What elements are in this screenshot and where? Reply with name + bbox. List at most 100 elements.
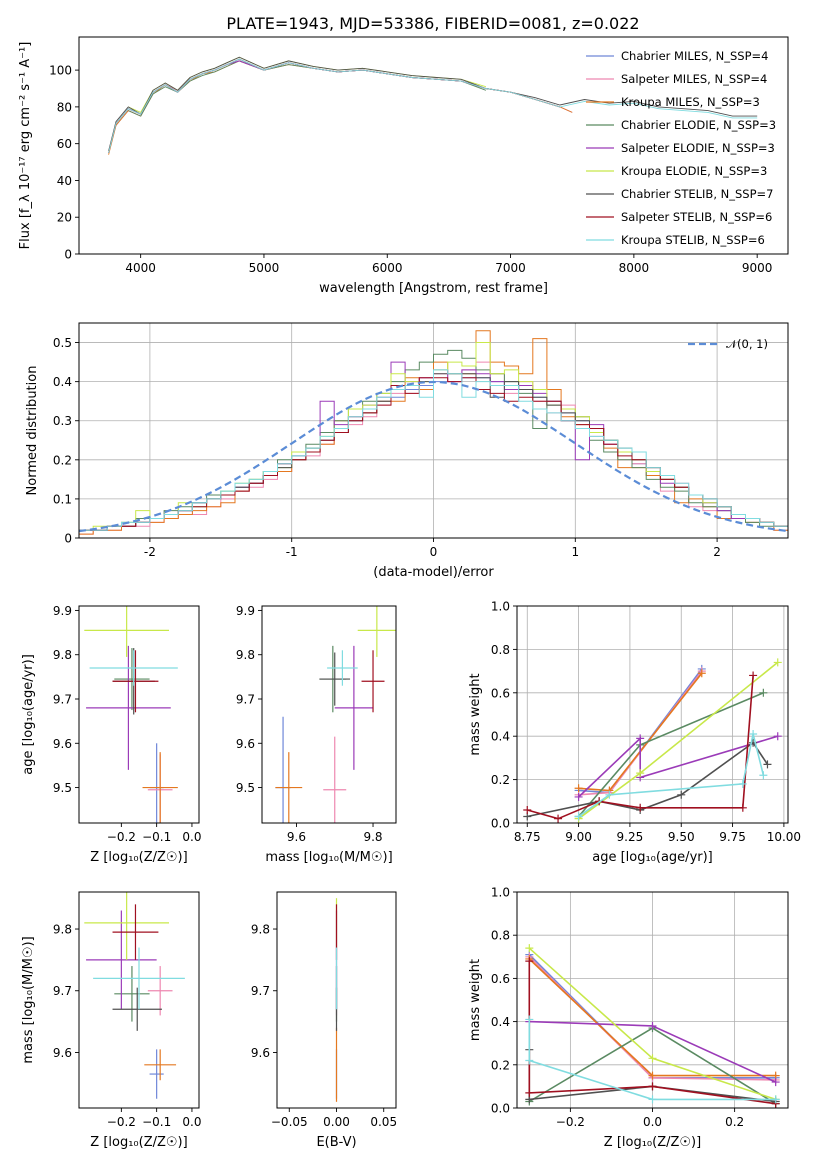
y-tick: 60 <box>57 137 79 151</box>
x-tick: 4000 <box>125 254 156 275</box>
weight-marker <box>771 1078 780 1087</box>
plot-area <box>84 892 185 1099</box>
y-tick: 20 <box>57 211 79 225</box>
x-tick-label: 0.2 <box>725 1115 744 1129</box>
x-tick-label: 1 <box>571 545 579 559</box>
y-tick: 0.2 <box>53 453 79 467</box>
x-tick: −0.2 <box>107 823 136 844</box>
legend-entry: Salpeter MILES, N_SSP=4 <box>621 72 767 86</box>
errorbar-chabrier_stelib <box>112 987 162 1031</box>
x-tick-label: 10.00 <box>767 830 801 844</box>
y-tick: 9.8 <box>236 648 262 662</box>
errorbar-chabrier_miles <box>149 1049 164 1099</box>
x-axis-label: wavelength [Angstrom, rest frame] <box>319 281 548 296</box>
series-line-kroupa_stelib <box>108 58 758 154</box>
weight-marker <box>648 1082 657 1091</box>
panel-mass_vs_Z: −0.2 −0.1 0.0 9.6 9.7 9.8 Z [log₁₀(Z/Z☉)] mass … <box>21 891 201 1150</box>
y-tick-label: 0.8 <box>491 929 510 943</box>
weight-marker <box>773 658 782 667</box>
x-tick-label: -1 <box>286 545 298 559</box>
x-tick-label: 2 <box>713 545 721 559</box>
legend-entry: Chabrier STELIB, N_SSP=7 <box>621 187 773 201</box>
legend-entry: Salpeter ELODIE, N_SSP=3 <box>621 141 775 155</box>
y-tick-label: 80 <box>57 100 72 114</box>
legend-entry: Chabrier MILES, N_SSP=4 <box>621 49 768 63</box>
y-tick: 0 <box>64 532 79 546</box>
y-tick: 9.5 <box>53 781 79 795</box>
weight-marker <box>648 1021 657 1030</box>
weight-marker <box>523 805 532 814</box>
y-tick-label: 9.7 <box>236 693 255 707</box>
errorbar-kroupa_elodie <box>357 606 396 657</box>
y-tick: 9.6 <box>53 737 79 751</box>
y-tick-label: 9.6 <box>236 737 255 751</box>
y-tick-label: 9.6 <box>251 1046 270 1060</box>
y-tick: 100 <box>49 64 79 78</box>
y-tick: 9.7 <box>53 984 79 998</box>
y-tick-label: 1.0 <box>491 600 510 614</box>
y-tick: 9.7 <box>53 693 79 707</box>
x-tick-label: 0.0 <box>182 1115 201 1129</box>
x-tick: −0.05 <box>271 1108 308 1129</box>
y-tick: 0.1 <box>53 492 79 506</box>
errorbar-salpeter_stelib <box>361 650 385 713</box>
y-tick-label: 100 <box>49 64 72 78</box>
x-tick: 1 <box>571 538 579 559</box>
x-tick: 9.50 <box>668 823 695 844</box>
x-tick: -2 <box>144 538 156 559</box>
x-tick-label: 0.00 <box>323 1115 350 1129</box>
x-tick-label: 9000 <box>742 261 773 275</box>
y-tick-label: 0.0 <box>491 1102 510 1116</box>
x-axis-label: mass [log₁₀(M/M☉)] <box>265 850 392 865</box>
y-tick: 0 <box>64 248 79 262</box>
x-tick-label: 9.00 <box>565 830 592 844</box>
errorbar-kroupa_stelib <box>93 947 185 1010</box>
y-tick: 0.0 <box>491 1102 517 1116</box>
y-tick-label: 20 <box>57 211 72 225</box>
errorbar-salpeter_elodie <box>334 645 374 770</box>
x-tick-label: -2 <box>144 545 156 559</box>
weight-marker <box>648 1054 657 1063</box>
legend-entry: 𝒩(0, 1) <box>726 337 768 351</box>
y-tick-label: 0.1 <box>53 492 72 506</box>
y-axis-label: Normed distribution <box>25 366 40 496</box>
legend-entry: Kroupa STELIB, N_SSP=6 <box>621 233 765 247</box>
y-tick-label: 0.0 <box>491 817 510 831</box>
weight-marker <box>763 760 772 769</box>
weight-marker <box>554 814 563 823</box>
errorbar-kroupa_miles <box>144 1049 177 1081</box>
x-tick: 0.0 <box>182 1108 201 1129</box>
x-tick: 8.75 <box>514 823 541 844</box>
axes-frame <box>261 605 397 824</box>
x-tick: 0.2 <box>725 1108 744 1129</box>
y-tick-label: 60 <box>57 137 72 151</box>
x-tick: −0.1 <box>142 823 171 844</box>
x-tick-label: 8000 <box>619 261 650 275</box>
y-tick-label: 9.8 <box>236 648 255 662</box>
x-tick-label: −0.2 <box>107 1115 136 1129</box>
errorbar-chabrier_elodie <box>114 966 150 1022</box>
errorbar-salpeter_stelib <box>112 904 159 960</box>
y-tick: 1.0 <box>491 886 517 900</box>
y-tick-label: 9.7 <box>251 984 270 998</box>
x-tick: 9.8 <box>363 823 383 844</box>
y-tick: 9.5 <box>236 781 262 795</box>
weight-marker <box>697 669 706 678</box>
y-tick-label: 1.0 <box>491 886 510 900</box>
x-tick: 6000 <box>372 254 403 275</box>
y-tick-label: 0.2 <box>491 773 510 787</box>
y-tick: 0.4 <box>491 1015 517 1029</box>
y-tick: 0.2 <box>491 1058 517 1072</box>
y-tick-label: 9.7 <box>53 693 72 707</box>
panel-residuals: -2 -1 0 1 2 0 0.1 0.2 0.3 0.4 0.5 (data-model)/erro… <box>25 322 789 580</box>
y-tick-label: 9.9 <box>53 604 72 618</box>
y-tick: 0.6 <box>491 972 517 986</box>
x-tick-label: 9.8 <box>363 830 382 844</box>
errorbar-salpeter_elodie <box>86 645 171 770</box>
weight-marker <box>636 769 645 778</box>
y-tick: 9.6 <box>53 1046 79 1060</box>
y-tick: 9.7 <box>236 693 262 707</box>
x-axis-label: E(B-V) <box>316 1135 356 1150</box>
y-tick-label: 9.9 <box>236 604 255 618</box>
